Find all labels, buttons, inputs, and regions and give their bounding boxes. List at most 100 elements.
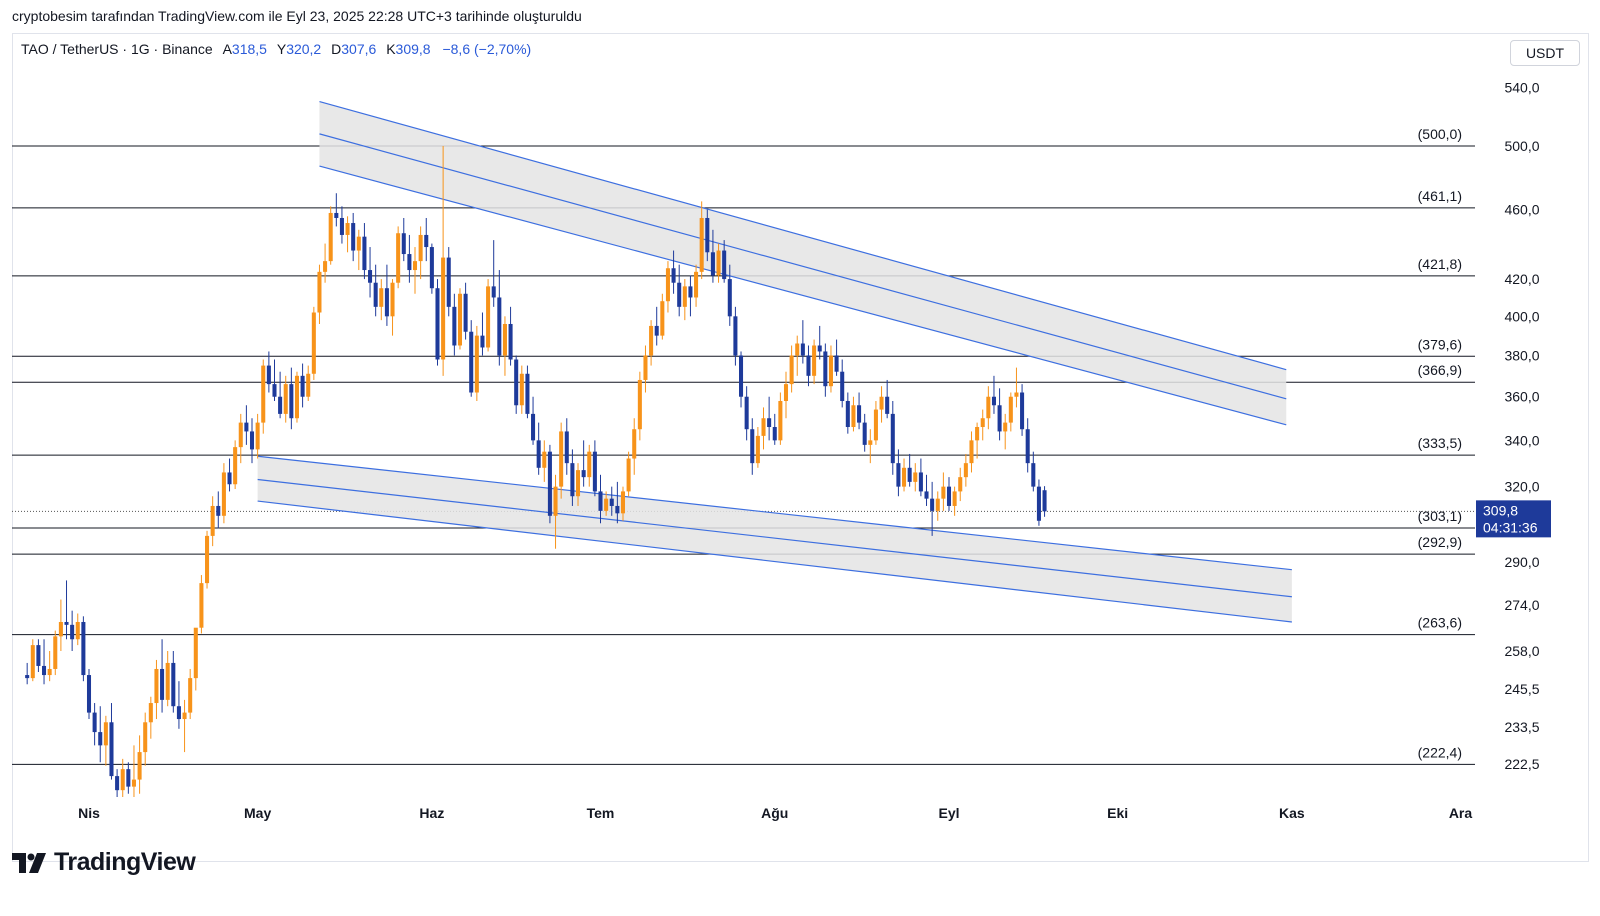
candle-body <box>615 505 620 514</box>
candle <box>1014 367 1019 408</box>
candle-body <box>109 722 114 777</box>
candle <box>1031 451 1036 492</box>
candle <box>120 758 125 797</box>
candle-body <box>42 665 47 676</box>
candle <box>907 453 912 487</box>
candle <box>469 320 474 397</box>
candle <box>879 386 884 423</box>
candle <box>294 371 299 423</box>
channel-middle-line <box>319 133 1287 400</box>
candle <box>143 712 148 766</box>
candle <box>941 472 946 511</box>
candle <box>368 247 373 298</box>
time-axis-label: Haz <box>419 805 444 821</box>
candle <box>935 491 940 521</box>
candle-body <box>283 384 288 414</box>
chart-panel[interactable] <box>12 33 1589 862</box>
candle-body <box>547 451 552 516</box>
candle <box>536 422 541 475</box>
candle-body <box>975 427 980 441</box>
price-axis-label: 340,0 <box>1504 432 1539 448</box>
symbol-name[interactable]: TAO / TetherUS · 1G · Binance <box>21 41 213 57</box>
candle-body <box>620 491 626 514</box>
level-label: (500,0) <box>1418 126 1462 142</box>
candle-body <box>525 373 530 414</box>
candle <box>986 386 991 430</box>
time-axis-label: Ara <box>1449 805 1473 821</box>
candle-body <box>761 418 766 436</box>
candle <box>896 449 901 497</box>
candle <box>890 400 895 475</box>
candle-body <box>131 779 136 787</box>
candle-body <box>36 645 41 666</box>
candle-body <box>1031 463 1036 487</box>
currency-button[interactable]: USDT <box>1510 40 1580 66</box>
candle <box>778 392 783 445</box>
candle <box>969 431 974 473</box>
symbol-info-bar[interactable]: TAO / TetherUS · 1G · Binance A318,5 Y32… <box>21 41 531 57</box>
candle-body <box>81 621 86 676</box>
candle-body <box>412 261 418 271</box>
high-label: Y <box>276 41 287 57</box>
candle-body <box>137 752 142 780</box>
candle-body <box>1025 429 1030 464</box>
candle-body <box>682 286 687 307</box>
candle-body <box>452 306 457 346</box>
candle-body <box>767 418 772 428</box>
candle <box>154 659 159 720</box>
candle-body <box>328 212 333 262</box>
candle <box>991 375 996 414</box>
candle <box>47 651 52 682</box>
candle-body <box>446 257 451 307</box>
candle <box>36 639 41 673</box>
candle-body <box>92 712 97 733</box>
candle <box>857 392 862 430</box>
candle <box>148 696 153 739</box>
candle <box>924 474 929 506</box>
candle-body <box>126 769 131 787</box>
candle <box>323 243 328 283</box>
candle <box>278 371 283 419</box>
candle <box>457 288 463 350</box>
candle <box>351 212 356 262</box>
candle <box>221 463 226 524</box>
candle-body <box>311 312 316 374</box>
candle <box>86 668 92 720</box>
candle <box>244 405 249 445</box>
candle <box>435 279 440 366</box>
price-axis-label: 233,5 <box>1504 719 1539 735</box>
candle <box>306 365 311 401</box>
candle <box>345 216 350 253</box>
candle-body <box>710 252 715 276</box>
candle <box>564 418 569 475</box>
candle <box>25 662 30 685</box>
time-axis-label: Tem <box>587 805 615 821</box>
candle <box>317 264 322 324</box>
candle <box>486 279 491 352</box>
candle <box>575 463 581 506</box>
candle <box>412 247 418 294</box>
candle-body <box>143 722 148 753</box>
candle <box>783 371 789 419</box>
price-axis-label: 222,5 <box>1504 756 1539 772</box>
candle-body <box>958 477 963 492</box>
channel-fill <box>319 101 1287 425</box>
candle-body <box>845 400 850 428</box>
candle-body <box>154 668 159 704</box>
candle-body <box>356 236 361 251</box>
candle <box>828 345 833 393</box>
candle-body <box>997 405 1002 432</box>
tradingview-logo[interactable]: TradingView <box>12 848 196 877</box>
candle-body <box>272 384 277 397</box>
candle <box>722 240 727 283</box>
candle-body <box>604 498 609 511</box>
candle <box>401 217 406 262</box>
candle-body <box>671 268 676 283</box>
candle-body <box>47 668 52 676</box>
channels <box>257 100 1292 623</box>
candle <box>845 392 850 434</box>
candle <box>806 345 811 387</box>
time-axis: Nis May Haz Tem Ağu Eyl Eki Kas Ara <box>78 805 1472 821</box>
last-price-value: 309,8 <box>1483 502 1518 518</box>
